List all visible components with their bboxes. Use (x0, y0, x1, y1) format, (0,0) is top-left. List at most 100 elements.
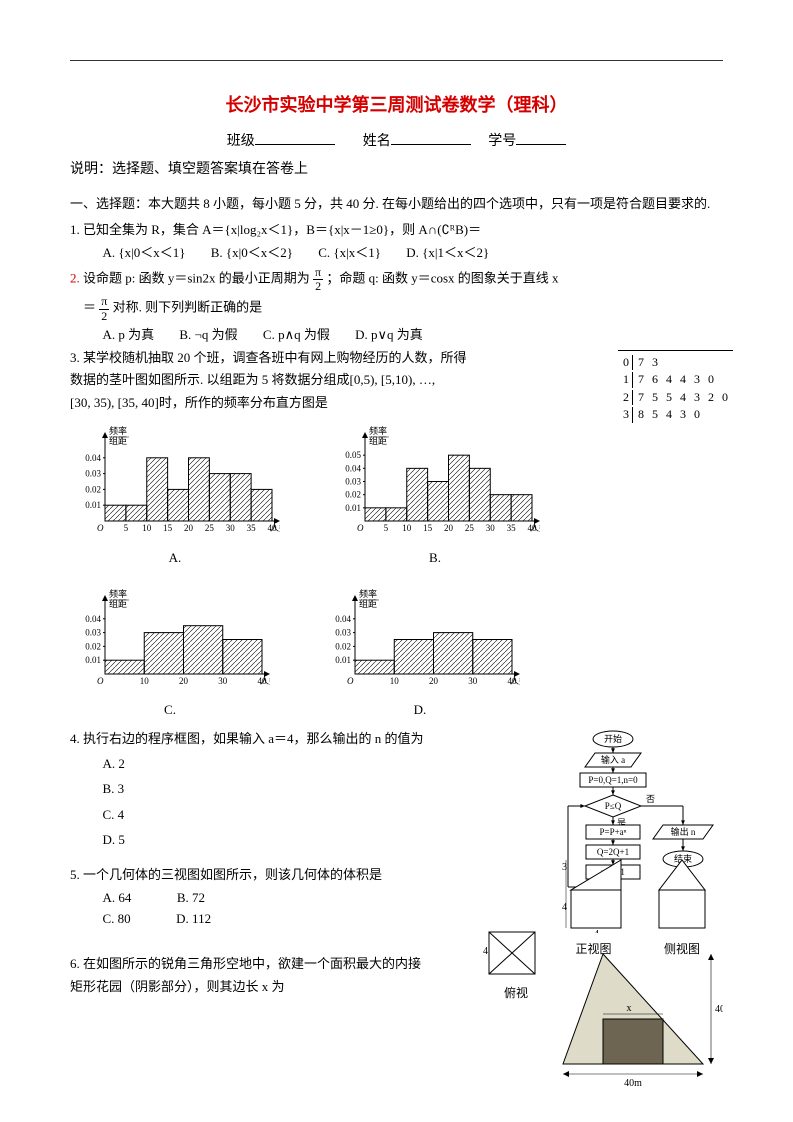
svg-text:25: 25 (205, 523, 215, 533)
svg-text:40m: 40m (715, 1004, 723, 1015)
charts-row-1: 0.010.020.030.04510152025303540人数O频率组距 A… (70, 424, 723, 569)
q2-stem-b: ；命题 q: 函数 y＝cosx 的图象关于直线 x (326, 271, 558, 286)
q2-frac2: π2 (99, 295, 109, 322)
q1-optB: B. {x|0＜x＜2} (211, 245, 293, 260)
chartA: 0.010.020.030.04510152025303540人数O频率组距 (70, 424, 280, 539)
svg-text:组距: 组距 (109, 435, 127, 446)
q1-optA: A. {x|0＜x＜1} (103, 245, 186, 260)
q2-frac1: π2 (313, 266, 323, 293)
svg-text:10: 10 (142, 523, 152, 533)
svg-text:20: 20 (184, 523, 194, 533)
svg-text:频率: 频率 (109, 425, 127, 436)
svg-text:频率: 频率 (359, 588, 377, 599)
svg-text:P=0,Q=1,n=0: P=0,Q=1,n=0 (588, 775, 638, 785)
svg-text:10: 10 (390, 676, 400, 686)
svg-text:0.02: 0.02 (345, 490, 361, 500)
svg-text:0.03: 0.03 (85, 469, 101, 479)
svg-text:5: 5 (384, 523, 389, 533)
name-label: 姓名 (363, 134, 391, 149)
header-line: 班级 姓名 学号 (70, 130, 723, 153)
svg-text:10: 10 (402, 523, 412, 533)
chartB: 0.010.020.030.040.05510152025303540人数O频率… (330, 424, 540, 539)
svg-text:10: 10 (140, 676, 150, 686)
svg-text:人数: 人数 (260, 675, 270, 686)
svg-text:P≤Q: P≤Q (605, 801, 622, 811)
svg-text:0.04: 0.04 (345, 463, 361, 473)
chartD-label: D. (320, 700, 520, 721)
svg-text:0.03: 0.03 (335, 627, 351, 637)
svg-text:0.04: 0.04 (335, 613, 351, 623)
q2-stem-line1: 2. 设命题 p: 函数 y＝sin2x 的最小正周期为 π2 ；命题 q: 函… (70, 266, 723, 293)
section1-header: 一、选择题：本大题共 8 小题，每小题 5 分，共 40 分. 在每小题给出的四… (93, 194, 723, 215)
svg-text:5: 5 (124, 523, 129, 533)
svg-text:20: 20 (179, 676, 189, 686)
q1-optD: D. {x|1＜x＜2} (406, 245, 489, 260)
q2-options: A. p 为真 B. ¬q 为假 C. p∧q 为假 D. p∨q 为真 (70, 325, 723, 346)
svg-text:0.02: 0.02 (85, 484, 101, 494)
svg-text:0.02: 0.02 (85, 641, 101, 651)
svg-text:35: 35 (247, 523, 257, 533)
svg-text:组距: 组距 (109, 598, 127, 609)
q5-optB: B. 72 (177, 890, 205, 905)
svg-text:输入 a: 输入 a (601, 754, 625, 765)
q6-figure: x40m40m (553, 944, 723, 1094)
q5-optA: A. 64 (103, 890, 132, 905)
svg-text:0.01: 0.01 (345, 503, 361, 513)
q3-container: 3. 某学校随机抽取 20 个班，调查各班中有网上购物经历的人数，所得 数据的茎… (70, 348, 723, 414)
svg-text:0.04: 0.04 (85, 453, 101, 463)
svg-text:人数: 人数 (270, 522, 280, 533)
svg-text:30: 30 (226, 523, 236, 533)
q2-stem-a: 设命题 p: 函数 y＝sin2x 的最小正周期为 (83, 271, 310, 286)
svg-text:O: O (357, 523, 364, 533)
svg-text:0.03: 0.03 (85, 627, 101, 637)
chartD-cell: 0.010.020.030.0410203040人数O频率组距 D. (320, 587, 520, 722)
svg-text:开始: 开始 (604, 733, 622, 744)
q5-optD: D. 112 (176, 911, 211, 926)
q6-container: 6. 在如图所示的锐角三角形空地中，欲建一个面积最大的内接 矩形花园（阴影部分）… (70, 954, 723, 998)
svg-text:40m: 40m (624, 1078, 642, 1089)
q4-container: 4. 执行右边的程序框图，如果输入 a＝4，那么输出的 n 的值为 A. 2 B… (70, 729, 723, 851)
svg-text:组距: 组距 (369, 435, 387, 446)
chartB-label: B. (330, 548, 540, 569)
top-label: 俯视 (504, 984, 528, 1003)
svg-text:4: 4 (483, 946, 488, 957)
q1-stem: 1. 已知全集为 R，集合 A＝{x|log₂x＜1}，B＝{x|x－1≥0}，… (70, 220, 723, 241)
svg-text:20: 20 (444, 523, 454, 533)
svg-text:P=P+aⁿ: P=P+aⁿ (600, 827, 627, 837)
svg-text:人数: 人数 (530, 522, 540, 533)
q2-optD: D. p∨q 为真 (355, 327, 423, 342)
class-blank[interactable] (255, 130, 335, 145)
q2-stem-d: 对称. 则下列判断正确的是 (113, 300, 263, 315)
class-label: 班级 (227, 134, 255, 149)
chartC-cell: 0.010.020.030.0410203040人数O频率组距 C. (70, 587, 270, 722)
svg-text:30: 30 (218, 676, 228, 686)
q2-optA: A. p 为真 (103, 327, 155, 342)
id-label: 学号 (488, 134, 516, 149)
svg-text:频率: 频率 (109, 588, 127, 599)
svg-text:25: 25 (465, 523, 475, 533)
svg-text:15: 15 (163, 523, 173, 533)
svg-text:组距: 组距 (359, 598, 377, 609)
charts-row-2: 0.010.020.030.0410203040人数O频率组距 C. 0.010… (70, 587, 723, 722)
svg-text:0.01: 0.01 (85, 500, 101, 510)
page-title: 长沙市实验中学第三周测试卷数学（理科） (70, 91, 723, 120)
q2-stem-c: ＝ (83, 300, 96, 315)
q1-optC: C. {x|x＜1} (318, 245, 381, 260)
chartB-cell: 0.010.020.030.040.05510152025303540人数O频率… (330, 424, 540, 569)
top-view: 4 (481, 924, 543, 984)
chartC-label: C. (70, 700, 270, 721)
svg-text:频率: 频率 (369, 425, 387, 436)
svg-text:人数: 人数 (510, 675, 520, 686)
svg-text:0.05: 0.05 (345, 450, 361, 460)
chartA-cell: 0.010.020.030.04510152025303540人数O频率组距 A… (70, 424, 280, 569)
chartD: 0.010.020.030.0410203040人数O频率组距 (320, 587, 520, 692)
svg-text:输出 n: 输出 n (671, 826, 696, 837)
svg-text:0.02: 0.02 (335, 641, 351, 651)
id-blank[interactable] (516, 130, 566, 145)
q2-optB: B. ¬q 为假 (179, 327, 237, 342)
svg-text:15: 15 (423, 523, 433, 533)
name-blank[interactable] (391, 130, 471, 145)
chartA-label: A. (70, 548, 280, 569)
svg-text:0.01: 0.01 (85, 655, 101, 665)
svg-text:35: 35 (507, 523, 517, 533)
